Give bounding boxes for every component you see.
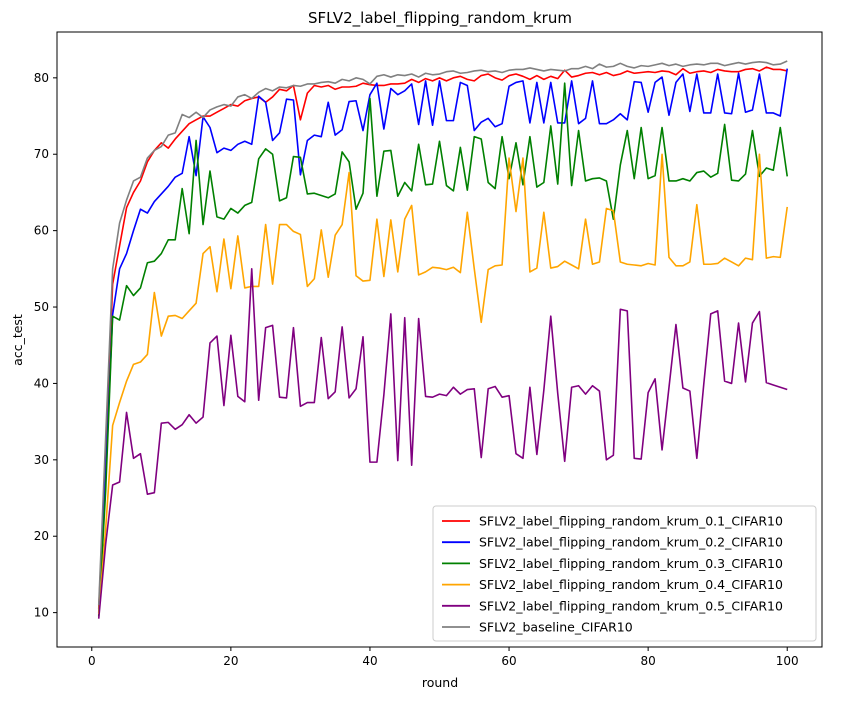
y-tick-label: 60 [34, 224, 49, 238]
y-tick-label: 50 [34, 300, 49, 314]
y-tick-label: 10 [34, 606, 49, 620]
plot-frame [56, 31, 823, 648]
legend-entry-3: SFLV2_label_flipping_random_krum_0.3_CIF… [479, 556, 783, 571]
y-tick-label: 20 [34, 529, 49, 543]
y-tick-label: 30 [34, 453, 49, 467]
x-tick-label: 0 [88, 654, 96, 668]
series-layer [97, 60, 789, 619]
chart-title: SFLV2_label_flipping_random_krum [308, 9, 572, 28]
x-tick-label: 20 [223, 654, 238, 668]
x-tick-label: 100 [776, 654, 799, 668]
series-line-6 [97, 60, 788, 606]
legend-entry-6: SFLV2_baseline_CIFAR10 [479, 620, 633, 635]
axes-layer: 0 20 40 60 80 100 10 20 30 40 50 60 70 80 [34, 31, 823, 668]
x-axis-label: round [422, 675, 458, 690]
legend-entry-2: SFLV2_label_flipping_random_krum_0.2_CIF… [479, 535, 783, 550]
y-tick-label: 70 [34, 147, 49, 161]
series-line-4 [97, 153, 789, 615]
legend-entry-4: SFLV2_label_flipping_random_krum_0.4_CIF… [479, 577, 783, 592]
y-axis-label: acc_test [10, 314, 25, 366]
series-line-5 [97, 268, 788, 619]
legend-entry-5: SFLV2_label_flipping_random_krum_0.5_CIF… [479, 598, 783, 613]
series-line-3 [97, 82, 789, 617]
y-tick-label: 80 [34, 71, 49, 85]
x-tick-label: 60 [501, 654, 516, 668]
legend: SFLV2_label_flipping_random_krum_0.1_CIF… [432, 505, 817, 642]
x-tick-label: 40 [362, 654, 377, 668]
x-tick-label: 80 [640, 654, 655, 668]
series-line-2 [97, 68, 789, 613]
series-line-1 [97, 66, 788, 609]
legend-entry-1: SFLV2_label_flipping_random_krum_0.1_CIF… [479, 514, 783, 529]
y-tick-label: 40 [34, 376, 49, 390]
legend-box [432, 505, 817, 642]
